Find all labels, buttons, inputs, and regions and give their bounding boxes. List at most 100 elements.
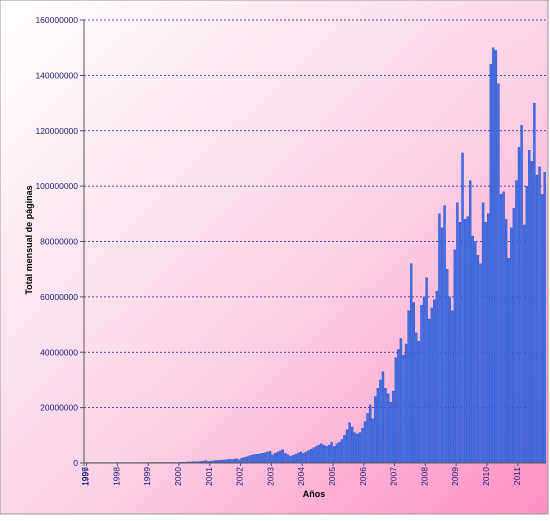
bar bbox=[345, 429, 349, 464]
bar bbox=[248, 455, 251, 464]
x-tick-label: 2003 bbox=[265, 467, 275, 486]
bar bbox=[443, 205, 446, 464]
bar bbox=[474, 241, 477, 464]
bar bbox=[427, 318, 431, 464]
bar bbox=[515, 180, 518, 464]
bar bbox=[271, 454, 274, 464]
bar bbox=[356, 433, 359, 464]
bar bbox=[335, 443, 338, 464]
bar bbox=[350, 426, 354, 464]
x-tick-label: 2009 bbox=[450, 467, 460, 486]
y-tick-label: 0 bbox=[73, 458, 78, 468]
bar bbox=[340, 439, 344, 464]
bar bbox=[433, 299, 436, 464]
x-tick-label: 2007 bbox=[389, 467, 399, 486]
x-tick-label: 2004 bbox=[296, 467, 306, 486]
bar bbox=[538, 166, 541, 464]
bar bbox=[389, 401, 392, 464]
bar bbox=[276, 451, 279, 464]
x-tick-label: 2006 bbox=[358, 467, 368, 486]
bar bbox=[230, 459, 233, 464]
bar bbox=[353, 432, 356, 464]
x-tick-label: 1999 bbox=[142, 467, 152, 486]
x-tick-label: 2010 bbox=[481, 467, 491, 486]
x-tick-label: 2005 bbox=[327, 467, 337, 486]
y-tick-label: 100000000 bbox=[35, 181, 78, 191]
bar bbox=[530, 161, 534, 464]
bar bbox=[307, 450, 310, 464]
y-tick-label: 20000000 bbox=[40, 403, 78, 413]
bar bbox=[402, 354, 405, 464]
bar bbox=[294, 453, 297, 464]
x-tick-label: 2011 bbox=[512, 467, 522, 486]
y-tick-label: 80000000 bbox=[40, 237, 78, 247]
bar bbox=[466, 216, 469, 464]
bar bbox=[315, 446, 318, 464]
bar bbox=[497, 83, 500, 464]
bar bbox=[425, 277, 428, 464]
bar bbox=[261, 453, 264, 464]
bar bbox=[520, 125, 523, 464]
bar bbox=[476, 255, 480, 464]
bar bbox=[386, 393, 390, 464]
bar bbox=[417, 341, 421, 464]
bar bbox=[302, 453, 305, 464]
bar bbox=[227, 459, 231, 464]
bar bbox=[522, 224, 526, 464]
bar bbox=[322, 444, 326, 464]
bar bbox=[266, 451, 269, 464]
bar bbox=[461, 152, 464, 464]
bar bbox=[273, 453, 277, 464]
bar bbox=[325, 446, 328, 464]
bar bbox=[412, 302, 415, 464]
bar bbox=[263, 452, 267, 464]
bar bbox=[528, 149, 531, 464]
bar bbox=[533, 102, 536, 464]
bar bbox=[258, 453, 261, 464]
x-tick-label: 1996 bbox=[80, 467, 90, 486]
y-tick-labels: 0 20000000 40000000 60000000 80000000 1000000… bbox=[35, 15, 78, 468]
bar bbox=[268, 451, 272, 464]
bar bbox=[510, 227, 513, 464]
bar bbox=[394, 357, 397, 464]
bar bbox=[487, 213, 490, 464]
bar bbox=[243, 457, 246, 464]
bar bbox=[517, 147, 521, 464]
bar bbox=[330, 442, 333, 464]
bar bbox=[348, 422, 351, 464]
bar bbox=[317, 444, 320, 464]
bar bbox=[458, 221, 462, 464]
bar bbox=[445, 269, 449, 464]
bar bbox=[333, 446, 336, 464]
bar bbox=[304, 451, 308, 464]
bar bbox=[366, 413, 369, 464]
bar bbox=[484, 221, 487, 464]
bar bbox=[235, 458, 238, 464]
bar bbox=[289, 455, 292, 464]
bar bbox=[379, 379, 382, 464]
bar bbox=[499, 194, 503, 464]
y-tick-label: 40000000 bbox=[40, 347, 78, 357]
bar bbox=[471, 235, 474, 464]
bar bbox=[279, 450, 282, 464]
x-tick-label: 1998 bbox=[111, 467, 121, 486]
bar bbox=[430, 307, 433, 464]
bar bbox=[494, 50, 498, 464]
y-tick-label: 140000000 bbox=[35, 70, 78, 80]
bar bbox=[312, 447, 315, 464]
bar bbox=[540, 194, 544, 464]
y-tick-label: 60000000 bbox=[40, 292, 78, 302]
bar bbox=[376, 388, 380, 464]
bar bbox=[543, 172, 546, 464]
bar bbox=[368, 404, 372, 464]
bar bbox=[404, 343, 408, 464]
bars bbox=[84, 47, 546, 464]
axes bbox=[83, 20, 546, 466]
bar bbox=[343, 435, 346, 464]
bar bbox=[309, 449, 313, 464]
bar bbox=[256, 453, 259, 464]
bar bbox=[286, 454, 290, 464]
bar bbox=[512, 208, 516, 464]
bar bbox=[410, 263, 413, 464]
